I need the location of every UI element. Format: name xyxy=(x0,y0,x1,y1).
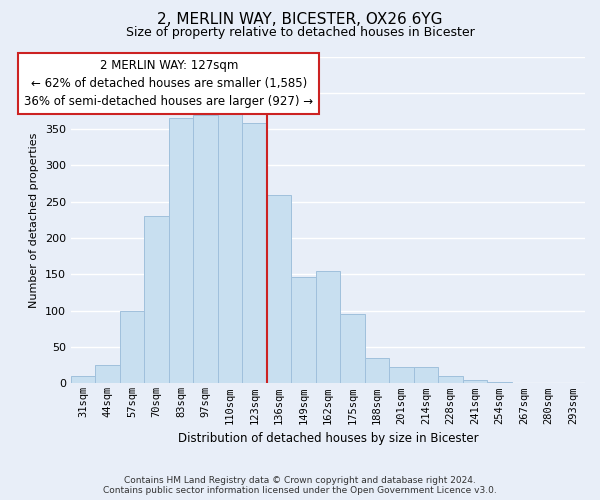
Bar xyxy=(389,368,413,384)
X-axis label: Distribution of detached houses by size in Bicester: Distribution of detached houses by size … xyxy=(178,432,478,445)
Bar xyxy=(291,276,316,384)
Bar xyxy=(413,368,438,384)
Text: Contains HM Land Registry data © Crown copyright and database right 2024.
Contai: Contains HM Land Registry data © Crown c… xyxy=(103,476,497,495)
Bar xyxy=(218,111,242,384)
Bar xyxy=(71,376,95,384)
Bar xyxy=(267,194,291,384)
Bar xyxy=(340,314,365,384)
Bar xyxy=(560,382,585,384)
Bar xyxy=(242,124,267,384)
Bar xyxy=(145,216,169,384)
Bar xyxy=(316,271,340,384)
Bar xyxy=(193,114,218,384)
Bar xyxy=(512,382,536,384)
Y-axis label: Number of detached properties: Number of detached properties xyxy=(29,132,40,308)
Bar xyxy=(169,118,193,384)
Text: 2, MERLIN WAY, BICESTER, OX26 6YG: 2, MERLIN WAY, BICESTER, OX26 6YG xyxy=(157,12,443,28)
Bar xyxy=(120,310,145,384)
Bar xyxy=(463,380,487,384)
Bar xyxy=(536,382,560,384)
Bar xyxy=(95,365,120,384)
Text: Size of property relative to detached houses in Bicester: Size of property relative to detached ho… xyxy=(125,26,475,39)
Text: 2 MERLIN WAY: 127sqm
← 62% of detached houses are smaller (1,585)
36% of semi-de: 2 MERLIN WAY: 127sqm ← 62% of detached h… xyxy=(25,58,313,108)
Bar xyxy=(487,382,512,384)
Bar xyxy=(438,376,463,384)
Bar xyxy=(365,358,389,384)
